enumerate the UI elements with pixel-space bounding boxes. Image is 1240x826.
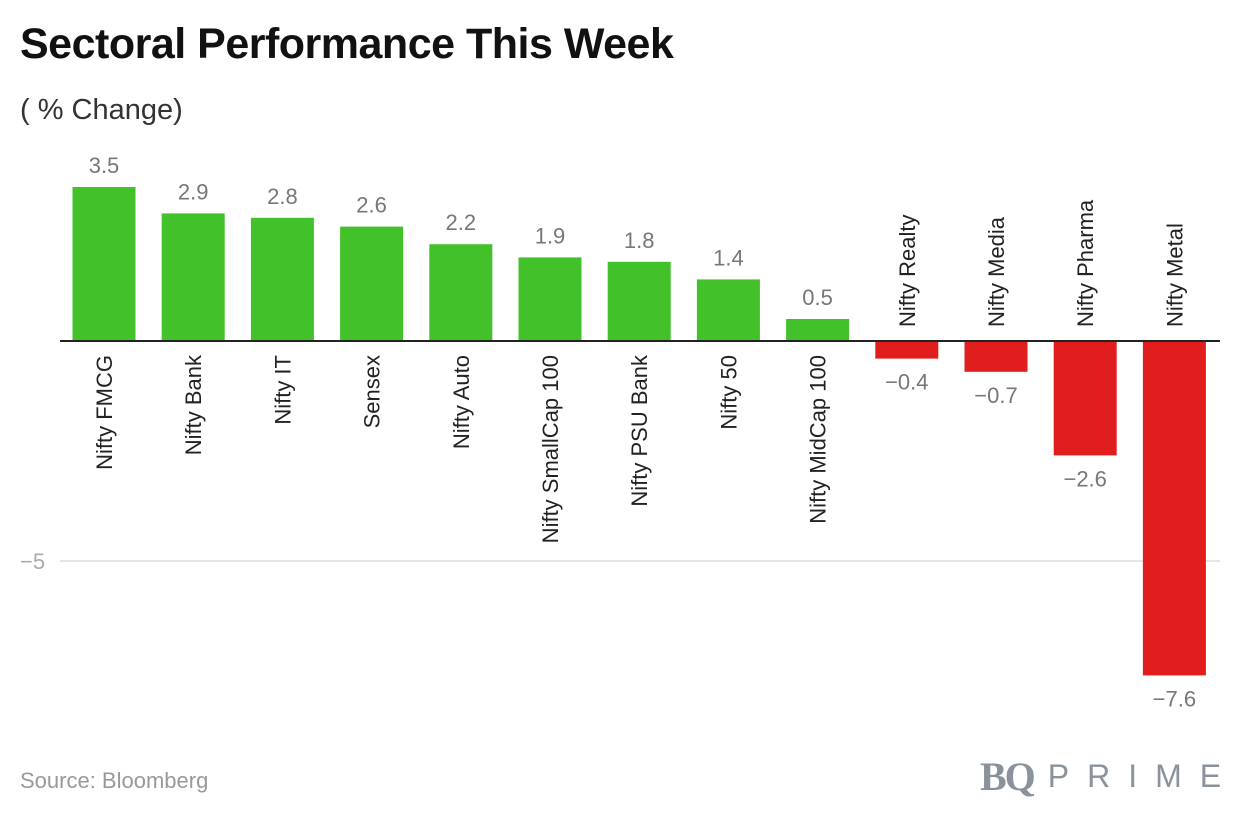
chart-subtitle: ( % Change): [20, 94, 183, 126]
category-label: Nifty Realty: [895, 215, 920, 327]
category-label: Sensex: [360, 355, 385, 428]
bar: [340, 226, 404, 341]
data-label: 1.9: [535, 223, 566, 248]
y-tick-label: −5: [20, 549, 45, 574]
data-label: 2.9: [178, 179, 209, 204]
bar: [161, 213, 225, 341]
bar: [696, 279, 760, 341]
category-label: Nifty Metal: [1162, 223, 1187, 327]
category-label: Nifty MidCap 100: [806, 355, 831, 524]
bar: [250, 217, 314, 341]
bar-chart: −5 3.5 Nifty FMCG 2.9 Nifty Bank 2.8 Nifty IT 2…: [20, 153, 1220, 711]
bar: [72, 187, 136, 341]
data-label: 1.8: [624, 228, 655, 253]
bar: [1142, 341, 1206, 676]
bar: [875, 341, 939, 359]
source-note: Source: Bloomberg: [20, 768, 209, 793]
data-label: 2.6: [356, 193, 387, 218]
category-label: Nifty Bank: [181, 354, 206, 455]
category-label: Nifty 50: [716, 355, 741, 430]
category-label: Nifty Media: [984, 216, 1009, 327]
data-label: 0.5: [802, 285, 833, 310]
bar: [1053, 341, 1117, 456]
category-label: Nifty FMCG: [92, 355, 117, 470]
data-label: −7.6: [1153, 686, 1196, 711]
bar: [429, 244, 493, 341]
data-label: 1.4: [713, 245, 744, 270]
logo-word: PRIME: [1047, 757, 1240, 794]
data-label: −0.7: [974, 383, 1017, 408]
data-label: 3.5: [89, 153, 120, 178]
category-label: Nifty IT: [270, 355, 295, 425]
data-label: 2.2: [446, 210, 477, 235]
bq-prime-logo: BQ PRIME: [980, 750, 1239, 802]
data-label: −0.4: [885, 370, 928, 395]
bar: [964, 341, 1028, 372]
bar: [607, 261, 671, 341]
bar: [518, 257, 582, 341]
category-label: Nifty Auto: [449, 355, 474, 449]
category-label: Nifty Pharma: [1073, 199, 1098, 327]
bar: [786, 319, 850, 341]
data-label: 2.8: [267, 184, 298, 209]
category-label: Nifty SmallCap 100: [538, 355, 563, 543]
data-label: −2.6: [1063, 466, 1106, 491]
category-label: Nifty PSU Bank: [627, 354, 652, 507]
logo-mark: BQ: [980, 753, 1036, 799]
chart-title: Sectoral Performance This Week: [20, 20, 674, 68]
